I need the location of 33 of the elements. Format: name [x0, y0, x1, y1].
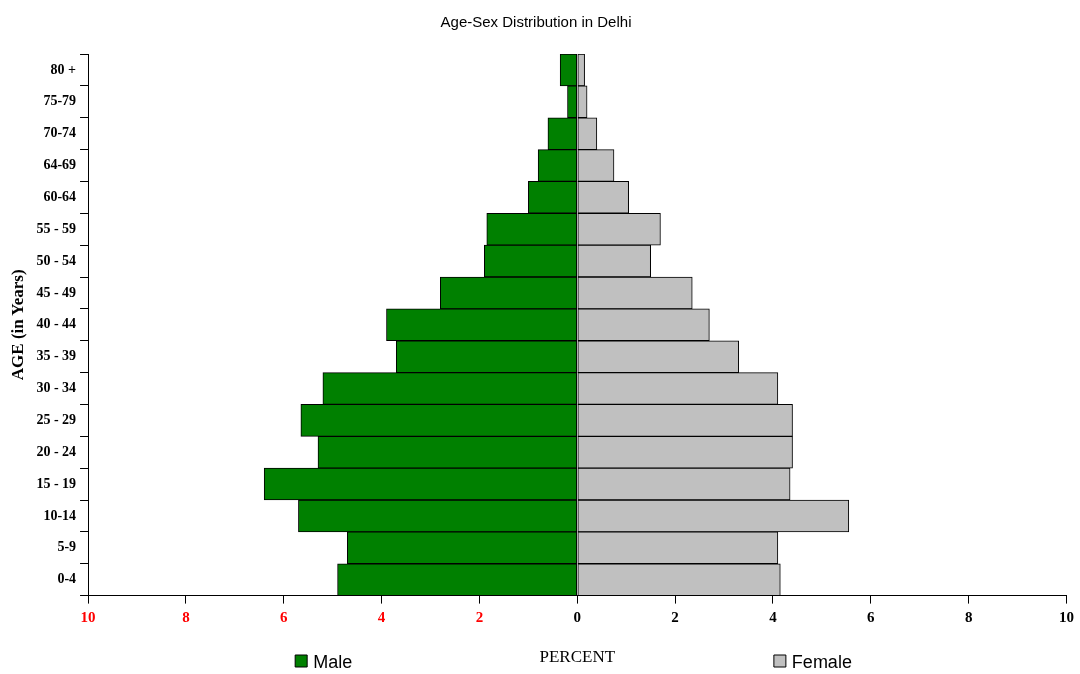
x-tick-label: 8 — [182, 609, 190, 626]
legend-label: Male — [313, 652, 353, 672]
x-tick-label: 8 — [964, 609, 973, 626]
x-tick-label: 4 — [377, 609, 386, 626]
x-tick-label: 4 — [769, 609, 778, 626]
y-tick-label: 45 - 49 — [36, 284, 77, 300]
chart-title: Age-Sex Distribution in Delhi — [440, 13, 632, 31]
y-tick-label: 25 - 29 — [36, 411, 77, 427]
y-tick-label: 15 - 19 — [36, 475, 77, 491]
y-tick-label: 5-9 — [57, 539, 77, 555]
x-tick-label: 6 — [867, 609, 876, 626]
y-axis-title: AGE (in Years) — [7, 269, 27, 381]
y-tick-label: 70-74 — [43, 125, 77, 141]
x-tick-label: 2 — [475, 609, 484, 626]
x-tick-label: 10 — [1059, 609, 1074, 626]
y-tick-label: 75-79 — [43, 93, 77, 109]
x-tick-label: 0 — [573, 609, 582, 626]
y-tick-label: 60-64 — [43, 188, 77, 204]
y-tick-label: 55 - 59 — [36, 220, 77, 236]
y-tick-label: 30 - 34 — [36, 380, 77, 396]
y-tick-label: 50 - 54 — [36, 252, 77, 268]
legend-label: Female — [791, 652, 852, 672]
y-tick-label: 10-14 — [43, 507, 77, 523]
y-tick-label: 35 - 39 — [36, 348, 77, 364]
x-tick-label: 10 — [80, 609, 96, 626]
y-tick-label: 80 + — [50, 61, 77, 77]
y-tick-label: 64-69 — [43, 157, 77, 173]
x-tick-label: 2 — [671, 609, 679, 626]
y-tick-label: 0-4 — [57, 571, 77, 587]
x-axis-title: PERCENT — [539, 647, 616, 667]
x-tick-label: 6 — [280, 609, 288, 626]
y-tick-label: 40 - 44 — [36, 316, 77, 332]
y-tick-label: 20 - 24 — [36, 443, 77, 459]
